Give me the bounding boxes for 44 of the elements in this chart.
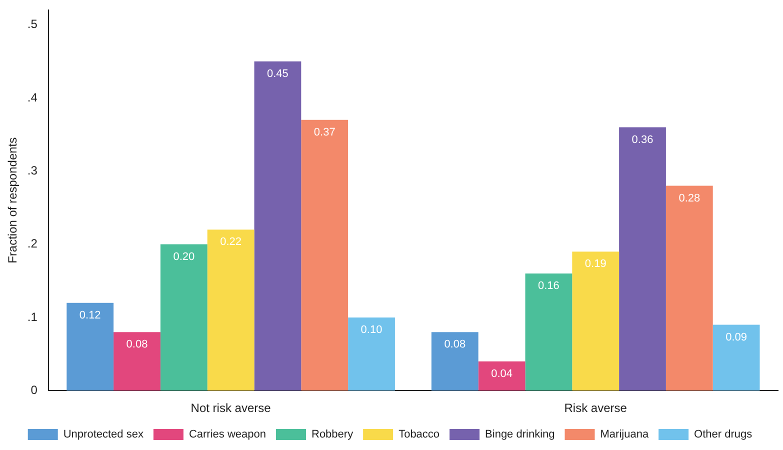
data-label: 0.08 — [444, 338, 466, 351]
legend-label: Other drugs — [694, 428, 753, 441]
data-label: 0.20 — [173, 250, 195, 263]
bar — [207, 230, 254, 391]
data-label: 0.10 — [360, 324, 382, 336]
bar — [348, 317, 395, 391]
data-label: 0.16 — [538, 280, 560, 292]
bar — [431, 332, 478, 391]
legend-label: Tobacco — [398, 428, 440, 441]
data-label: 0.37 — [314, 126, 336, 138]
data-label: 0.22 — [220, 236, 242, 248]
bar — [712, 324, 760, 391]
data-label: 0.09 — [726, 331, 748, 344]
data-label: 0.45 — [266, 68, 288, 80]
x-tick-label: Risk averse — [564, 401, 628, 416]
bar — [114, 332, 160, 391]
y-tick-label: 0 — [30, 382, 38, 397]
y-tick-label: .3 — [27, 163, 38, 178]
legend-label: Robbery — [311, 428, 354, 441]
bar — [525, 274, 572, 391]
x-tick-label: Not risk averse — [190, 401, 272, 416]
bar — [666, 186, 713, 391]
legend-label: Binge drinking — [485, 428, 555, 441]
y-tick-label: .1 — [27, 310, 38, 324]
bar — [66, 302, 114, 391]
bar — [478, 361, 526, 391]
data-label: 0.28 — [678, 192, 700, 204]
data-label: 0.04 — [491, 368, 513, 380]
bar — [160, 244, 208, 391]
legend-label: Carries weapon — [188, 428, 266, 441]
y-tick-label: .2 — [27, 236, 38, 251]
data-label: 0.36 — [632, 134, 654, 146]
bar — [254, 61, 302, 391]
data-label: 0.08 — [126, 338, 148, 351]
legend-label: Marijuana — [600, 428, 650, 441]
data-label: 0.19 — [584, 258, 606, 270]
bar — [301, 120, 348, 391]
data-label: 0.12 — [79, 309, 101, 322]
legend-label: Unprotected sex — [63, 428, 144, 441]
bar — [619, 127, 666, 391]
y-tick-label: .4 — [27, 90, 38, 104]
y-axis-title: Fraction of respondents — [6, 137, 20, 264]
y-tick-label: .5 — [27, 17, 38, 32]
bar — [572, 252, 620, 391]
